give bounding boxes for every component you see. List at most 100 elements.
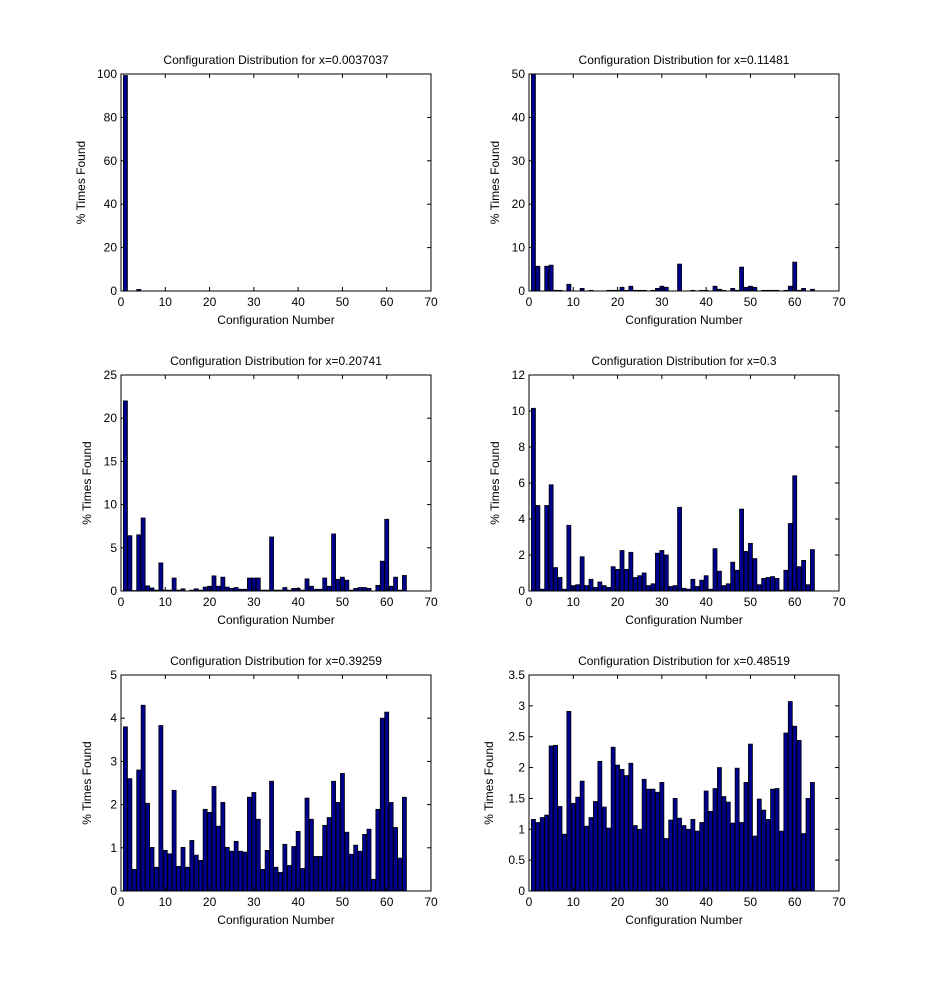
bar <box>553 744 558 892</box>
bar <box>233 840 239 892</box>
y-tick-label: 6 <box>518 476 525 490</box>
bar <box>375 808 381 892</box>
bar <box>743 781 749 892</box>
y-tick-label: 20 <box>104 411 118 425</box>
bar <box>309 818 314 892</box>
axes-box <box>120 374 432 592</box>
bar <box>340 773 345 892</box>
bar <box>787 285 793 292</box>
bar <box>357 587 363 592</box>
bar <box>584 585 589 592</box>
subplot-2: 0 10 20 30 40 50 60 7001020304050Configuration … <box>488 53 846 327</box>
bar <box>677 263 682 292</box>
x-tick-label: 0 <box>526 895 533 909</box>
bar <box>779 830 784 892</box>
bar <box>304 578 310 592</box>
bar <box>264 849 270 892</box>
bar <box>632 825 638 892</box>
x-axis-label: Configuration Number <box>625 313 742 327</box>
bar <box>756 584 762 592</box>
bar <box>632 577 638 592</box>
y-axis-label: % Times Found <box>80 741 94 824</box>
chart-title: Configuration Distribution for x=0.00370… <box>163 53 388 67</box>
x-axis-label: Configuration Number <box>625 613 742 627</box>
x-tick-label: 40 <box>291 595 305 609</box>
bar <box>207 811 212 892</box>
bar <box>805 798 811 892</box>
bar <box>553 567 558 592</box>
y-tick-label: 3 <box>110 754 117 768</box>
bar <box>765 577 771 592</box>
x-tick-label: 50 <box>744 295 758 309</box>
y-tick-label: 0 <box>110 884 117 898</box>
y-axis-label: % Times Found <box>488 441 502 524</box>
bar <box>619 550 625 592</box>
bar <box>739 266 744 292</box>
bar <box>189 840 195 892</box>
bar <box>650 788 656 892</box>
x-axis-label: Configuration Number <box>625 913 742 927</box>
x-tick-label: 0 <box>526 295 533 309</box>
bar <box>180 846 186 892</box>
bar <box>185 866 190 892</box>
bar <box>725 583 731 592</box>
plot-area <box>121 375 431 591</box>
bar <box>743 286 749 292</box>
bar <box>655 791 660 892</box>
bar <box>801 833 806 892</box>
bar <box>655 552 660 592</box>
bar <box>628 551 634 592</box>
x-tick-label: 10 <box>159 295 173 309</box>
bar <box>548 484 554 592</box>
y-tick-label: 20 <box>104 241 118 255</box>
x-tick-label: 40 <box>699 895 713 909</box>
bar <box>606 827 612 892</box>
x-tick-label: 60 <box>380 895 394 909</box>
bar <box>176 865 181 892</box>
bar <box>717 570 722 592</box>
bar <box>224 846 230 892</box>
bar <box>690 578 696 592</box>
x-tick-label: 30 <box>655 295 669 309</box>
bar <box>149 846 155 892</box>
bar <box>593 801 598 892</box>
y-axis-label: % Times Found <box>482 741 496 824</box>
bar <box>544 505 550 592</box>
x-tick-label: 40 <box>699 295 713 309</box>
bar <box>562 833 567 892</box>
y-tick-label: 0 <box>518 584 525 598</box>
y-tick-label: 12 <box>512 368 526 382</box>
y-tick-label: 30 <box>512 154 526 168</box>
bar <box>725 801 731 892</box>
bar <box>282 587 288 592</box>
bar <box>171 577 177 592</box>
bar <box>211 575 217 592</box>
y-tick-label: 0.5 <box>508 853 525 867</box>
x-tick-label: 20 <box>611 895 625 909</box>
bar <box>810 781 815 892</box>
bar <box>353 844 359 892</box>
bar <box>761 578 767 592</box>
subplot-1: 0 10 20 30 40 50 60 70 0 20 40 60 80 100 Configuration… <box>74 53 438 327</box>
bar <box>326 817 332 892</box>
x-tick-label: 10 <box>159 595 173 609</box>
bar <box>739 822 744 892</box>
x-tick-label: 70 <box>832 895 846 909</box>
bar <box>575 796 581 892</box>
bar <box>295 830 301 892</box>
bar <box>158 725 164 892</box>
bar <box>734 569 740 592</box>
bar <box>260 869 266 892</box>
bar <box>136 769 142 892</box>
bar <box>229 850 235 892</box>
chart-title: Configuration Distribution for x=0.3 <box>591 354 776 368</box>
x-tick-label: 20 <box>611 595 625 609</box>
x-tick-label: 10 <box>567 595 581 609</box>
bar <box>211 786 217 892</box>
bar <box>357 850 363 892</box>
bar <box>796 740 802 892</box>
bar <box>123 726 128 892</box>
bar <box>668 819 674 892</box>
subplot-6: 0 10 20 30 40 50 60 70 0 0.5 1 1.5 2 2.5 3 3.5 Configura… <box>482 654 846 927</box>
